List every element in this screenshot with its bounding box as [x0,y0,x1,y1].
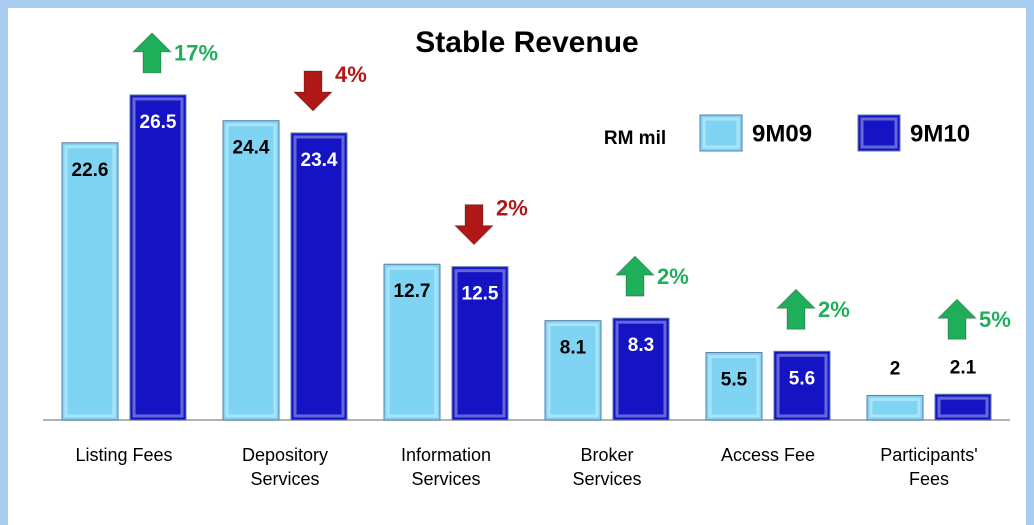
data-label: 12.7 [394,281,431,302]
data-label: 2.1 [950,357,977,378]
chart-title: Stable Revenue [415,26,638,59]
bar [612,317,670,421]
data-label: 12.5 [462,284,499,305]
x-tick-label: Access Fee [720,445,816,465]
change-label: 2% [496,195,528,220]
change-arrow [614,255,656,297]
data-label: 5.6 [789,368,815,389]
bar [129,94,187,421]
legend-swatch [699,114,743,152]
bar-bevel [547,323,599,418]
change-arrow [775,288,817,330]
x-tick-label: Participants' Fees [880,445,978,489]
bar-bevel [615,320,667,418]
change-label: 2% [818,297,850,322]
data-label: 8.1 [560,338,587,359]
bar [290,132,348,421]
bar-bevel [454,269,506,418]
bar-bevel [937,396,989,418]
change-arrow [131,32,173,74]
legend-label: 9M09 [752,120,812,147]
bar-bevel [860,117,898,149]
bar [61,142,119,421]
change-label: 17% [174,41,218,66]
change-arrow [936,298,978,340]
data-label: 2 [890,358,901,379]
bar-bevel [132,97,184,418]
data-label: 22.6 [72,160,109,181]
bar [866,394,924,421]
data-label: 8.3 [628,335,654,356]
change-arrow [453,204,495,246]
bar-bevel [702,117,740,149]
data-label: 5.5 [721,370,748,391]
bar [383,263,441,421]
data-label: 24.4 [233,138,270,159]
bar-bevel [225,123,277,418]
legend-label: 9M10 [910,120,970,147]
change-arrow [292,70,334,112]
data-label: 26.5 [140,112,177,133]
x-tick-label: Depository Services [241,445,329,489]
bar-bevel [293,135,345,418]
bar [773,350,831,421]
bar [705,352,763,421]
unit-label: RM mil [604,128,666,149]
legend-swatch [857,114,901,152]
x-tick-label: Information Services [400,445,492,489]
change-label: 2% [657,264,689,289]
bar [222,120,280,421]
change-label: 5% [979,307,1011,332]
change-label: 4% [335,62,367,87]
bar-bevel [708,355,760,418]
bar [451,266,509,421]
bar [544,320,602,421]
bar-bevel [64,145,116,418]
bar [934,393,992,421]
bar-bevel [386,266,438,418]
x-tick-label: Listing Fees [75,445,173,465]
bar-bevel [869,397,921,418]
x-tick-label: Broker Services [572,445,642,489]
data-label: 23.4 [301,150,338,171]
bar-bevel [776,353,828,418]
